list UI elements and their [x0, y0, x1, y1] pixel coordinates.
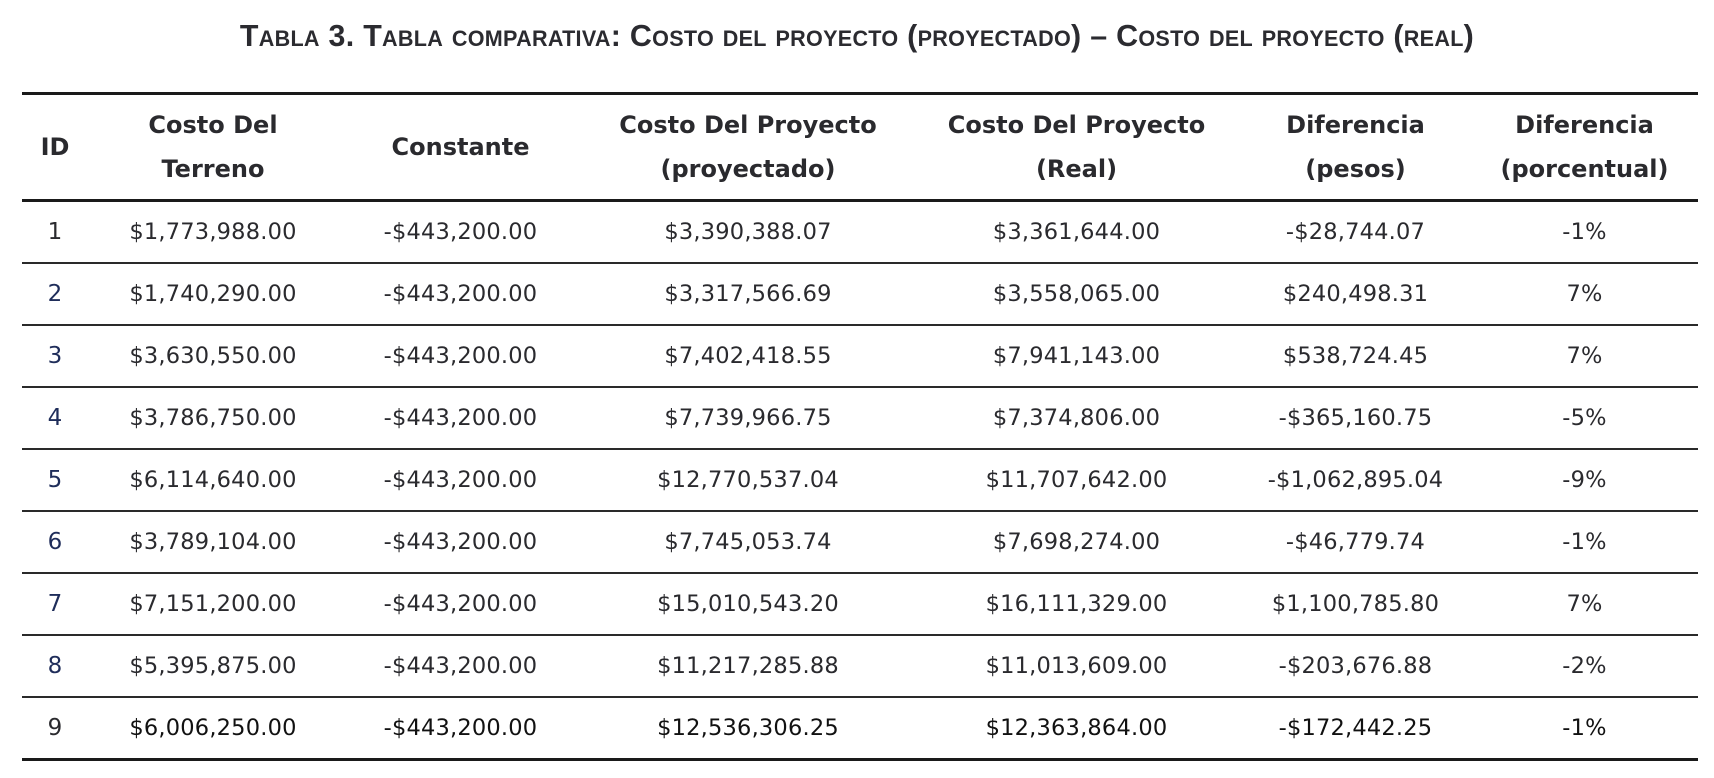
header-line: Costo Del Proyecto [619, 111, 877, 139]
table-row: 8 $5,395,875.00 -$443,200.00 $11,217,285.88… [22, 635, 1698, 697]
constante-cell: -$443,200.00 [383, 343, 538, 369]
terreno-cell: $6,114,640.00 [129, 467, 297, 493]
real-cell: $11,707,642.00 [985, 467, 1168, 493]
id-cell: 7 [47, 591, 63, 617]
table-row: 3 $3,630,550.00 -$443,200.00 $7,402,418.55 $… [22, 325, 1698, 387]
comparison-table-container: ID Costo Del Terreno Constante Costo Del… [22, 92, 1698, 761]
dif-pct-cell: -1% [1562, 529, 1607, 555]
header-line: (proyectado) [660, 155, 836, 183]
terreno-cell: $6,006,250.00 [129, 715, 297, 741]
header-line: Costo Del [148, 111, 278, 139]
proyectado-cell: $12,536,306.25 [657, 715, 839, 741]
header-line: (porcentual) [1500, 155, 1669, 183]
constante-cell: -$443,200.00 [383, 281, 538, 307]
header-line: Terreno [161, 155, 265, 183]
real-cell: $3,361,644.00 [992, 219, 1161, 245]
dif-pesos-cell: $240,498.31 [1282, 281, 1429, 307]
table-row: 6 $3,789,104.00 -$443,200.00 $7,745,053.74 $… [22, 511, 1698, 573]
terreno-cell: $1,773,988.00 [129, 219, 297, 245]
header-diferencia-porcentual: Diferencia (porcentual) [1471, 94, 1698, 201]
table-row: 4 $3,786,750.00 -$443,200.00 $7,739,966.75 $… [22, 387, 1698, 449]
header-costo-real: Costo Del Proyecto (Real) [913, 94, 1240, 201]
proyectado-cell: $7,745,053.74 [664, 529, 832, 555]
constante-cell: -$443,200.00 [383, 467, 538, 493]
dif-pesos-cell: -$28,744.07 [1285, 219, 1426, 245]
real-cell: $12,363,864.00 [985, 715, 1168, 741]
id-cell: 4 [47, 405, 63, 431]
constante-cell: -$443,200.00 [383, 405, 538, 431]
real-cell: $11,013,609.00 [985, 653, 1168, 679]
table-row: 7 $7,151,200.00 -$443,200.00 $15,010,543.20… [22, 573, 1698, 635]
header-line: (pesos) [1305, 155, 1406, 183]
real-cell: $7,698,274.00 [992, 529, 1161, 555]
proyectado-cell: $15,010,543.20 [657, 591, 839, 617]
dif-pesos-cell: -$172,442.25 [1278, 715, 1433, 741]
table-row: 5 $6,114,640.00 -$443,200.00 $12,770,537.04… [22, 449, 1698, 511]
terreno-cell: $1,740,290.00 [129, 281, 297, 307]
comparison-table: ID Costo Del Terreno Constante Costo Del… [22, 92, 1698, 761]
id-cell: 9 [47, 715, 63, 741]
proyectado-cell: $3,390,388.07 [664, 219, 832, 245]
terreno-cell: $5,395,875.00 [129, 653, 297, 679]
id-cell: 1 [47, 219, 63, 245]
dif-pct-cell: -1% [1562, 715, 1607, 741]
real-cell: $7,941,143.00 [992, 343, 1161, 369]
header-id: ID [22, 94, 88, 201]
id-cell: 6 [47, 529, 63, 555]
real-cell: $16,111,329.00 [985, 591, 1168, 617]
header-line: (Real) [1035, 155, 1118, 183]
header-costo-terreno: Costo Del Terreno [88, 94, 338, 201]
constante-cell: -$443,200.00 [383, 653, 538, 679]
id-cell: 2 [47, 281, 63, 307]
constante-cell: -$443,200.00 [383, 715, 538, 741]
proyectado-cell: $7,739,966.75 [664, 405, 832, 431]
header-line: Constante [391, 133, 530, 161]
header-row: ID Costo Del Terreno Constante Costo Del… [22, 93, 1698, 201]
constante-cell: -$443,200.00 [383, 591, 538, 617]
header-costo-proyectado: Costo Del Proyecto (proyectado) [583, 94, 913, 201]
terreno-cell: $3,786,750.00 [129, 405, 297, 431]
real-cell: $3,558,065.00 [992, 281, 1161, 307]
dif-pesos-cell: -$203,676.88 [1278, 653, 1433, 679]
id-cell: 8 [47, 653, 63, 679]
header-line: ID [40, 133, 70, 161]
dif-pct-cell: -5% [1562, 405, 1607, 431]
dif-pct-cell: 7% [1566, 591, 1603, 617]
constante-cell: -$443,200.00 [383, 529, 538, 555]
id-cell: 5 [47, 467, 63, 493]
header-constante: Constante [338, 94, 583, 201]
dif-pct-cell: -2% [1562, 653, 1607, 679]
table-row: 1 $1,773,988.00 -$443,200.00 $3,390,388.07 $… [22, 201, 1698, 263]
dif-pesos-cell: $538,724.45 [1282, 343, 1429, 369]
dif-pesos-cell: -$46,779.74 [1285, 529, 1426, 555]
proyectado-cell: $11,217,285.88 [657, 653, 839, 679]
table-caption: Tabla 3. Tabla comparativa: Costo del pr… [239, 18, 1475, 53]
terreno-cell: $3,789,104.00 [129, 529, 297, 555]
proyectado-cell: $3,317,566.69 [664, 281, 832, 307]
dif-pct-cell: 7% [1566, 281, 1603, 307]
dif-pesos-cell: -$1,062,895.04 [1267, 467, 1444, 493]
dif-pct-cell: -9% [1562, 467, 1607, 493]
constante-cell: -$443,200.00 [383, 219, 538, 245]
table-row: 2 $1,740,290.00 -$443,200.00 $3,317,566.69 $… [22, 263, 1698, 325]
dif-pct-cell: -1% [1562, 219, 1607, 245]
table-body: 1 $1,773,988.00 -$443,200.00 $3,390,388.07 $… [22, 201, 1698, 760]
dif-pesos-cell: $1,100,785.80 [1271, 591, 1440, 617]
dif-pct-cell: 7% [1566, 343, 1603, 369]
header-line: Diferencia [1286, 111, 1425, 139]
terreno-cell: $7,151,200.00 [129, 591, 297, 617]
terreno-cell: $3,630,550.00 [129, 343, 297, 369]
id-cell: 3 [47, 343, 63, 369]
header-line: Costo Del Proyecto [947, 111, 1206, 139]
real-cell: $7,374,806.00 [992, 405, 1161, 431]
header-line: Diferencia [1515, 111, 1654, 139]
table-row: 9 $6,006,250.00 -$443,200.00 $12,536,306.25… [22, 697, 1698, 760]
proyectado-cell: $12,770,537.04 [657, 467, 839, 493]
header-diferencia-pesos: Diferencia (pesos) [1240, 94, 1471, 201]
proyectado-cell: $7,402,418.55 [664, 343, 832, 369]
dif-pesos-cell: -$365,160.75 [1278, 405, 1433, 431]
